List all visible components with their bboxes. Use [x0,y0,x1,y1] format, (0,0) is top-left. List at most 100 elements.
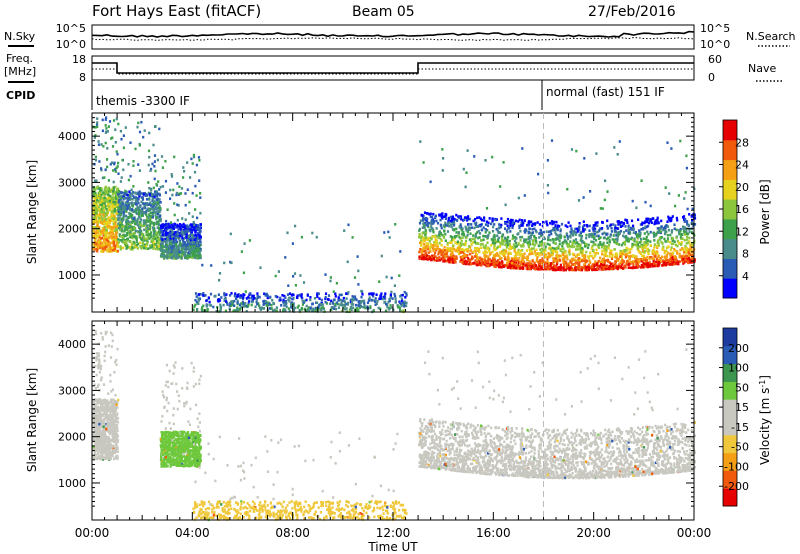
power-cell [518,257,521,260]
power-cell [570,268,573,272]
power-cell [570,232,573,236]
power-cell [187,236,190,239]
power-cell [476,247,479,251]
power-cell [691,222,694,225]
power-cell [194,233,197,237]
power-cell [341,299,344,302]
power-cell [368,296,371,299]
power-cell [238,307,241,311]
power-cell [486,263,489,267]
power-cell [177,237,180,241]
power-cell [536,252,539,255]
power-cell [152,247,155,250]
power-cell [94,187,97,191]
power-cell [556,261,559,264]
power-cell [155,217,158,221]
power-cell [419,236,422,240]
power-cell [169,242,172,245]
power-cell [535,230,538,234]
power-cell [656,239,660,242]
power-cell [667,251,670,255]
power-cell [279,298,282,302]
power-cell [628,248,631,251]
power-cell [113,214,116,218]
power-cell [486,228,489,232]
power-cell [158,210,161,214]
power-cell [146,224,149,227]
power-cell [366,301,370,304]
power-cell [636,243,639,247]
power-cell [495,240,498,244]
power-cell [191,243,195,247]
power-cell [152,242,155,246]
power-cell [592,233,595,237]
power-cell [424,244,427,248]
power-cell [189,237,192,240]
power-cell [419,235,422,238]
power-cell [199,211,202,215]
power-cell [112,212,115,216]
power-cell [121,217,124,221]
power-cell [425,242,428,245]
power-cell [504,250,507,253]
nsearch-label: N.Search [746,30,796,43]
power-cell [637,250,640,253]
power-cell [268,307,271,310]
power-cell [226,303,229,306]
power-cell [653,264,656,268]
power-cell [169,250,172,253]
power-cell [182,246,185,249]
power-cell [554,231,557,234]
power-cell [320,306,323,310]
power-cell [108,194,111,198]
power-cell [403,290,406,294]
power-cell [112,242,115,246]
power-cell [180,248,184,251]
power-cell [501,240,504,244]
power-cell [123,230,126,233]
power-cell [169,228,172,231]
power-cell [119,191,122,194]
power-cell [478,250,481,254]
power-cell [287,307,290,310]
power-cell [459,260,462,263]
power-cell [133,222,137,226]
power-cell [619,229,622,233]
power-cell [97,205,100,209]
power-cell [260,306,263,309]
power-cell [563,235,566,239]
power-cell [651,252,654,256]
power-cell [350,308,353,312]
power-cell [339,298,342,302]
power-cell [262,303,265,306]
power-cell [280,304,283,307]
power-cell [93,136,96,139]
power-cell [92,235,95,239]
power-cell [110,198,113,201]
power-cell [102,243,106,247]
power-cell [533,238,536,242]
power-cell [484,246,487,250]
power-cell [493,258,497,261]
power-cell [630,266,633,270]
power-cell [432,247,435,251]
power-cell [157,241,160,245]
power-cell [164,159,167,163]
power-cell [306,294,309,297]
power-cell [463,252,466,256]
power-cell [252,294,255,298]
power-cell [552,241,555,244]
power-cell [169,197,172,200]
power-cell [202,294,205,297]
power-cell [242,305,245,308]
power-cell [111,203,114,207]
power-cell [298,293,301,297]
power-cell [613,230,616,234]
power-cell [519,239,522,242]
power-cell [356,255,359,258]
power-cell [174,256,177,259]
power-cell [151,214,154,217]
power-cell [93,245,96,248]
power-cell [283,301,286,304]
power-cell [215,310,218,313]
